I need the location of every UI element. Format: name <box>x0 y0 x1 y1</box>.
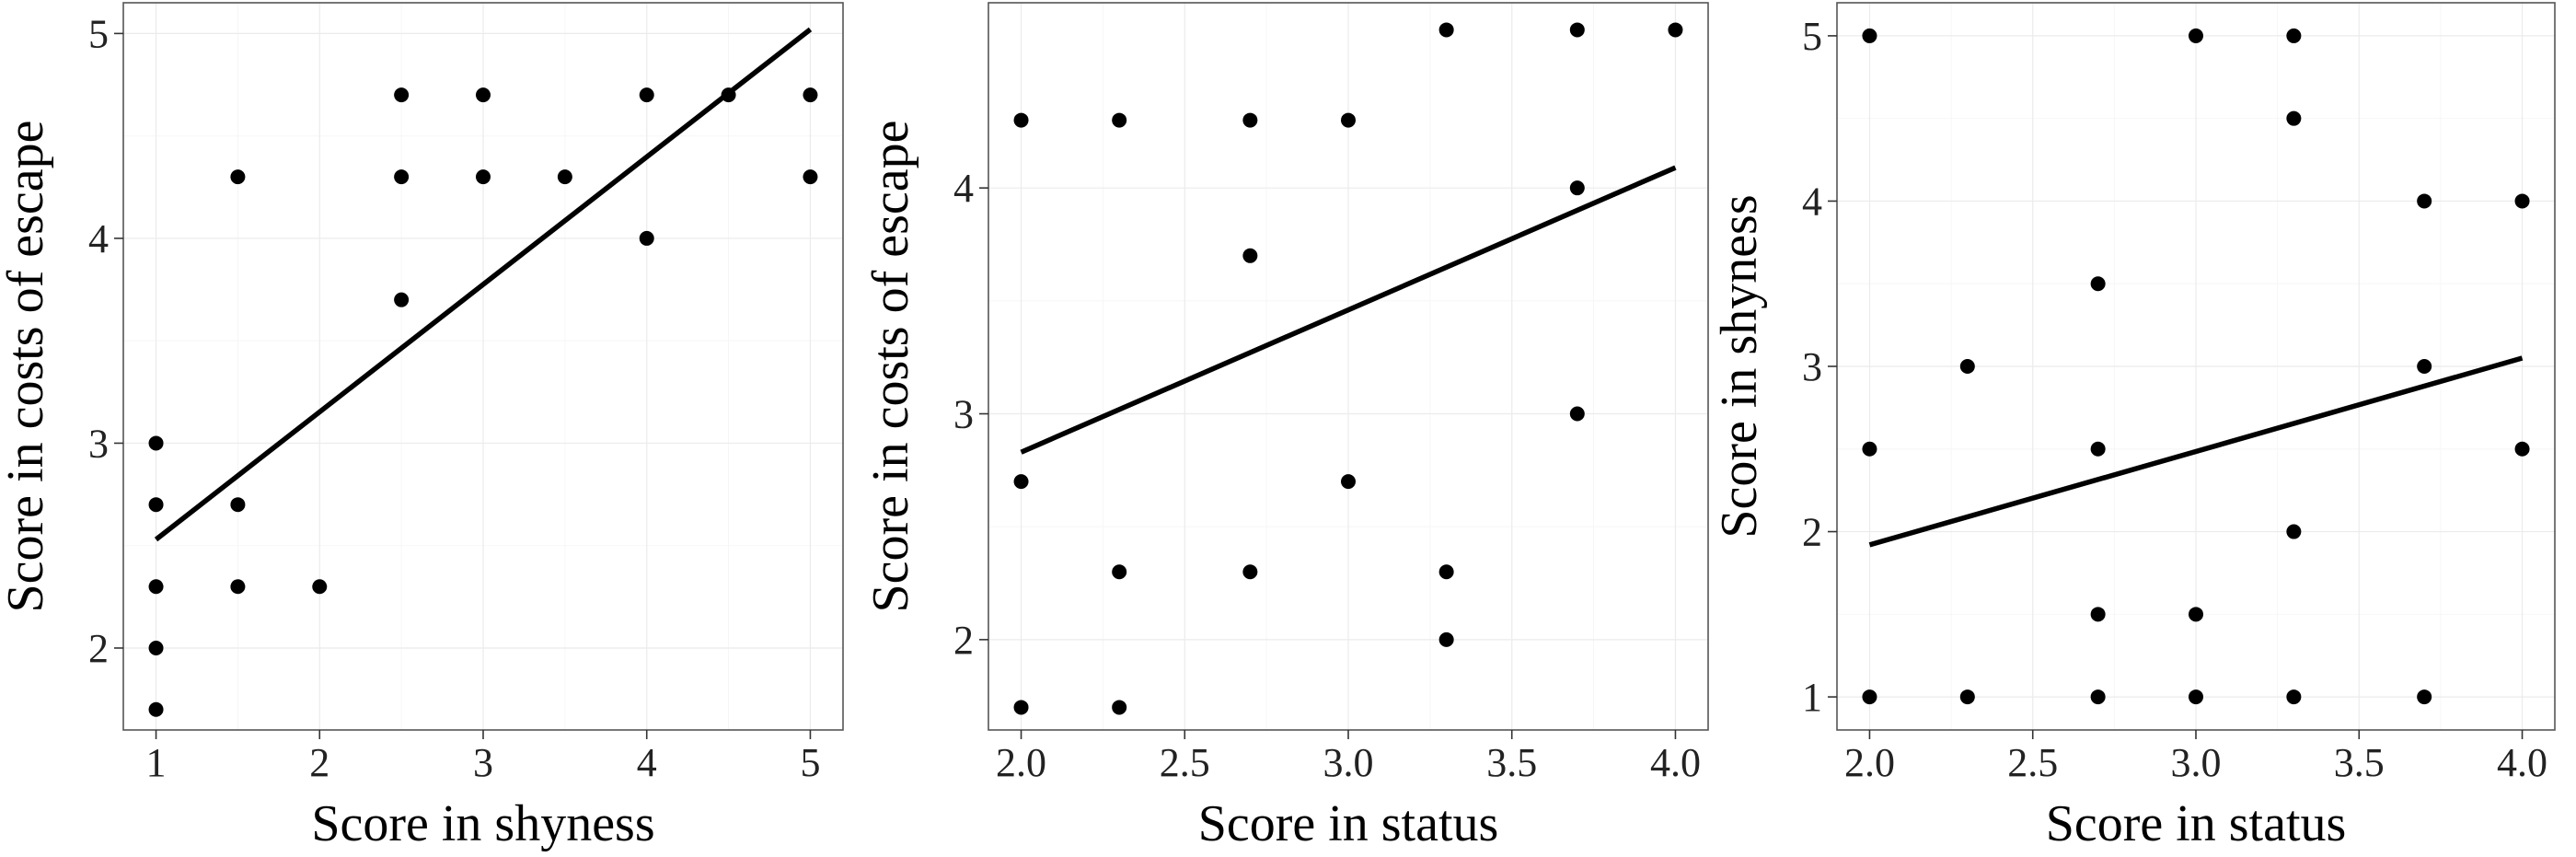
data-point <box>2189 607 2203 622</box>
data-point <box>1013 112 1029 128</box>
data-point <box>1569 406 1585 422</box>
data-point <box>2514 193 2530 209</box>
data-point <box>148 701 164 717</box>
data-point <box>148 435 164 451</box>
y-tick-label: 3 <box>953 392 974 437</box>
chart-panel-2: 2.0 2.5 3.0 3.5 4.0 2 3 4 Score in status Score i… <box>862 2 1709 852</box>
data-point <box>2090 276 2106 292</box>
y-tick-label: 5 <box>88 11 109 56</box>
data-point <box>394 292 410 307</box>
data-point <box>1341 474 1356 490</box>
data-point <box>230 579 246 595</box>
y-tick-label: 2 <box>953 618 974 663</box>
data-point <box>1013 474 1029 490</box>
y-tick-label: 5 <box>1802 14 1822 59</box>
data-point <box>1242 112 1258 128</box>
x-axis-title: Score in status <box>1198 795 1499 852</box>
data-point <box>1242 248 1258 263</box>
data-point <box>1112 564 1127 580</box>
data-point <box>230 169 246 185</box>
y-axis-title: Score in shyness <box>1711 194 1768 538</box>
data-point <box>476 169 491 185</box>
y-axis-title: Score in costs of escape <box>0 121 54 613</box>
data-point <box>148 640 164 655</box>
x-tick-label: 3.5 <box>1486 740 1537 785</box>
data-point <box>2417 193 2432 209</box>
data-point <box>2090 441 2106 457</box>
y-tick-label: 4 <box>88 216 109 261</box>
data-point <box>394 87 410 103</box>
data-point <box>2514 441 2530 457</box>
data-point <box>639 87 654 103</box>
data-point <box>2286 110 2302 126</box>
x-tick-label: 2.5 <box>2007 740 2058 785</box>
x-tick-label: 3.0 <box>2171 740 2222 785</box>
x-tick-label: 3 <box>473 740 493 785</box>
regression-line <box>1868 355 2524 548</box>
data-point <box>1959 359 1975 374</box>
x-tick-label: 1 <box>146 740 167 785</box>
y-tick-label: 3 <box>1802 344 1822 389</box>
data-point <box>2417 359 2432 374</box>
data-point <box>557 169 572 185</box>
data-point <box>1569 180 1585 196</box>
x-tick-label: 4.0 <box>2497 740 2547 785</box>
data-point <box>2286 524 2302 539</box>
data-point <box>1438 22 1454 38</box>
data-point <box>230 497 246 513</box>
data-point <box>312 579 328 595</box>
data-point <box>1959 689 1975 705</box>
x-tick-label: 2 <box>309 740 329 785</box>
data-point <box>148 497 164 513</box>
data-point <box>721 87 736 103</box>
x-axis-title: Score in shyness <box>311 795 654 852</box>
data-point <box>803 169 818 185</box>
x-tick-label: 5 <box>800 740 820 785</box>
data-point <box>639 230 654 246</box>
data-point <box>148 579 164 595</box>
data-point <box>1341 112 1356 128</box>
data-point <box>803 87 818 103</box>
data-point <box>1112 700 1127 715</box>
data-point <box>1438 631 1454 647</box>
y-tick-label: 3 <box>88 421 109 466</box>
chart-panel-3: 2.0 2.5 3.0 3.5 4.0 1 2 3 4 5 Score in status Score… <box>1711 2 2556 852</box>
x-tick-label: 3.0 <box>1323 740 1374 785</box>
x-tick-label: 2.0 <box>1844 740 1895 785</box>
data-point <box>2090 607 2106 622</box>
data-point <box>1569 22 1585 38</box>
data-point <box>1862 28 1877 43</box>
data-point <box>1112 112 1127 128</box>
y-axis-title: Score in costs of escape <box>862 121 919 613</box>
data-point <box>2189 689 2203 705</box>
data-point <box>2417 689 2432 705</box>
data-point <box>1862 441 1877 457</box>
x-tick-label: 2.0 <box>996 740 1046 785</box>
regression-line <box>1020 165 1677 455</box>
data-point <box>1438 564 1454 580</box>
data-point <box>2189 28 2203 43</box>
data-point <box>2286 28 2302 43</box>
x-tick-label: 3.5 <box>2334 740 2385 785</box>
chart-panel-1: 1 2 3 4 5 2 3 4 5 Score in shyness Score in costs … <box>0 2 844 852</box>
y-tick-label: 1 <box>1802 675 1822 720</box>
data-point <box>2286 689 2302 705</box>
data-point <box>1862 689 1877 705</box>
regression-line <box>154 27 813 542</box>
y-tick-label: 2 <box>1802 510 1822 555</box>
data-point <box>1242 564 1258 580</box>
y-tick-label: 4 <box>1802 179 1822 224</box>
y-tick-label: 2 <box>88 626 109 671</box>
data-point <box>476 87 491 103</box>
x-tick-label: 2.5 <box>1160 740 1210 785</box>
x-axis-title: Score in status <box>2046 795 2347 852</box>
y-tick-label: 4 <box>953 166 974 211</box>
data-point <box>1013 700 1029 715</box>
data-point <box>1668 22 1683 38</box>
x-tick-label: 4.0 <box>1650 740 1701 785</box>
x-tick-label: 4 <box>637 740 657 785</box>
data-point <box>394 169 410 185</box>
data-point <box>2090 689 2106 705</box>
